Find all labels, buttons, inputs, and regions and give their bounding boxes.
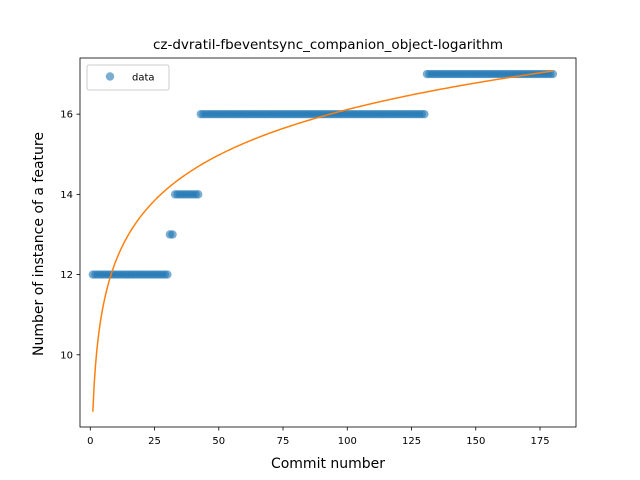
x-tick-label: 75 (277, 436, 290, 447)
data-point (168, 230, 177, 239)
legend-label-data: data (132, 73, 155, 84)
x-tick-label: 25 (148, 436, 161, 447)
fit-curve (92, 70, 553, 412)
y-tick-label: 16 (60, 110, 73, 121)
x-tick-label: 150 (466, 436, 485, 447)
legend: data (86, 64, 170, 91)
x-tick-label: 0 (87, 436, 93, 447)
x-tick-label: 100 (338, 436, 357, 447)
x-axis-label: Commit number (271, 456, 385, 472)
x-tick-label: 125 (402, 436, 421, 447)
data-point (420, 109, 429, 119)
x-tick-label: 175 (530, 436, 549, 447)
axes-frame (79, 57, 577, 428)
y-tick-label: 14 (60, 190, 73, 201)
x-tick-label: 50 (212, 436, 225, 447)
y-tick-label: 12 (60, 270, 73, 281)
y-axis-label: Number of instance of a feature (31, 132, 47, 356)
plot-area (88, 69, 558, 412)
legend-frame (86, 64, 170, 91)
data-point (163, 270, 172, 279)
axes: 0 25 50 75 100 125 150 175 10 12 14 16 (60, 57, 577, 447)
y-tick-label: 10 (60, 350, 73, 361)
legend-marker-data (105, 72, 115, 81)
data-point (194, 190, 203, 199)
chart-title: cz-dvratil-fbeventsync_companion_object-… (153, 37, 503, 53)
